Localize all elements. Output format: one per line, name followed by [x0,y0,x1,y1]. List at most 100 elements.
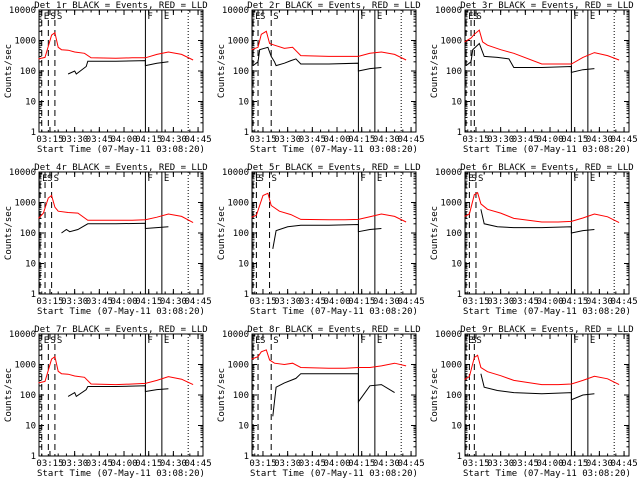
plot-frame [251,171,417,295]
x-axis-label: Start Time (07-May-11 03:08:20) [250,145,418,155]
x-tick-label: 04:45 [398,135,425,145]
y-tick-label: 1 [244,290,249,300]
panel-title: Det_2r BLACK = Events, RED = LLD [247,1,420,11]
y-tick-label: 100 [20,229,36,239]
y-tick-label: 1 [31,128,36,138]
x-tick-label: 03:15 [36,459,63,469]
plot-frame [38,333,204,457]
y-tick-label: 100 [233,229,249,239]
y-tick-label: 100 [20,391,36,401]
x-tick-label: 04:00 [323,135,350,145]
marker-label-e: E [164,336,169,346]
marker-label-s: S [473,12,478,22]
x-tick-label: 04:15 [561,459,588,469]
marker-label-s: S [476,12,481,22]
detector-panel-7: 1 10 100 1000 10000 03:1503:3003:4504:0004:15… [4,325,212,479]
y-tick-label: 1 [244,128,249,138]
x-axis-label: Start Time (07-May-11 03:08:20) [250,469,418,479]
marker-label-s: S [50,336,55,346]
marker-label-e: E [255,174,260,184]
detector-panel-4: 1 10 100 1000 10000 03:1503:3003:4504:0004:15… [4,163,212,317]
panel-title: Det_1r BLACK = Events, RED = LLD [34,1,207,11]
lld-series-line [251,349,407,369]
marker-label-e: E [590,12,595,22]
marker-label-s: S [471,336,476,346]
events-series-line [272,223,382,249]
x-tick-label: 04:45 [398,297,425,307]
x-axis-label: Start Time (07-May-11 03:08:20) [37,307,205,317]
x-tick-label: 04:00 [536,297,563,307]
events-series-line [67,385,169,398]
y-tick-label: 10 [25,260,36,270]
events-series-line [480,373,595,401]
lld-series-line [251,30,407,61]
detector-panel-5: 1 10 100 1000 10000 03:1503:3003:4504:0004:15… [217,163,425,317]
x-tick-label: 03:45 [86,135,113,145]
x-tick-label: 03:30 [61,297,88,307]
y-tick-label: 10000 [222,168,249,178]
marker-label-s: S [57,336,62,346]
marker-label-e: E [377,336,382,346]
y-tick-label: 10000 [9,330,36,340]
marker-label-s: S [47,174,52,184]
detector-panel-2: 1 10 100 1000 10000 03:1503:3003:4504:0004:15… [217,1,425,155]
marker-label-f: F [147,174,152,184]
x-tick-label: 04:00 [323,297,350,307]
x-tick-label: 04:45 [398,459,425,469]
marker-label-e: E [590,336,595,346]
x-tick-label: 04:00 [323,459,350,469]
marker-label-f: F [360,174,365,184]
marker-label-e: E [377,12,382,22]
y-tick-label: 1000 [14,361,36,371]
x-tick-label: 04:15 [561,297,588,307]
y-tick-label: 1 [457,128,462,138]
y-tick-label: 10000 [9,6,36,16]
panel-title: Det_6r BLACK = Events, RED = LLD [460,163,633,173]
y-tick-label: 1000 [227,37,249,47]
marker-label-e: E [164,174,169,184]
y-tick-label: 10000 [222,330,249,340]
y-tick-label: 10000 [435,6,462,16]
y-tick-label: 10 [25,422,36,432]
y-tick-label: 10 [238,260,249,270]
y-tick-label: 10 [451,260,462,270]
y-tick-label: 1000 [14,199,36,209]
y-axis-label: Counts/sec [4,44,14,98]
marker-label-e: E [590,174,595,184]
detector-panel-1: 1 10 100 1000 10000 03:1503:3003:4504:0004:15… [4,1,212,155]
x-tick-label: 03:30 [487,459,514,469]
marker-label-f: F [573,12,578,22]
y-tick-label: 1 [244,452,249,462]
x-tick-label: 04:30 [160,459,187,469]
panel-title: Det_3r BLACK = Events, RED = LLD [460,1,633,11]
y-tick-label: 100 [20,67,36,77]
detector-panel-8: 1 10 100 1000 10000 03:1503:3003:4504:0004:15… [217,325,425,479]
marker-label-s: S [273,336,278,346]
x-tick-label: 04:15 [561,135,588,145]
x-tick-label: 04:45 [611,135,638,145]
y-axis-label: Counts/sec [4,206,14,260]
x-tick-label: 04:00 [110,135,137,145]
x-tick-label: 03:45 [512,459,539,469]
y-tick-label: 10000 [222,6,249,16]
y-axis-label: Counts/sec [430,368,440,422]
detector-panel-9: 1 10 100 1000 10000 03:1503:3003:4504:0004:15… [430,325,638,479]
x-axis-label: Start Time (07-May-11 03:08:20) [250,307,418,317]
panel-title: Det_8r BLACK = Events, RED = LLD [247,325,420,335]
y-tick-label: 10 [451,422,462,432]
y-tick-label: 1000 [227,361,249,371]
marker-label-s: S [471,174,476,184]
plot-frame [38,171,204,295]
events-series-line [480,209,595,234]
x-tick-label: 03:15 [36,135,63,145]
y-axis-label: Counts/sec [430,44,440,98]
y-tick-label: 10000 [435,168,462,178]
marker-label-e: E [255,336,260,346]
x-tick-label: 03:45 [299,459,326,469]
x-tick-label: 03:15 [462,297,489,307]
x-tick-label: 03:45 [299,297,326,307]
panel-title: Det_5r BLACK = Events, RED = LLD [247,163,420,173]
y-axis-label: Counts/sec [430,206,440,260]
detector-panel-6: 1 10 100 1000 10000 03:1503:3003:4504:0004:15… [430,163,638,317]
lld-series-line [251,192,407,223]
